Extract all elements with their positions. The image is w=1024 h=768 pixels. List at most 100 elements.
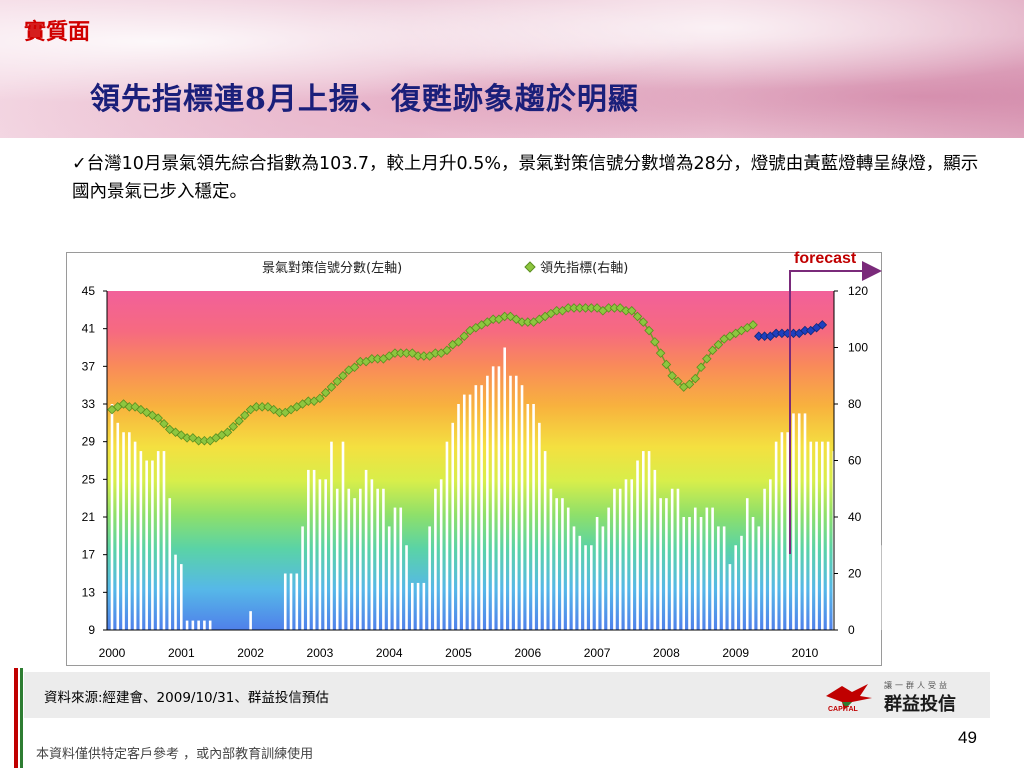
bar bbox=[359, 488, 362, 630]
bar bbox=[965, 554, 968, 630]
bar bbox=[930, 611, 934, 630]
bar bbox=[786, 432, 789, 630]
footer-accent-green bbox=[20, 668, 23, 768]
bar bbox=[867, 441, 870, 630]
bar bbox=[486, 375, 489, 630]
left-tick-label: 45 bbox=[82, 284, 96, 298]
bar bbox=[682, 517, 686, 630]
bar bbox=[387, 526, 391, 630]
line-point bbox=[684, 379, 695, 389]
forecast-label: forecast bbox=[794, 250, 857, 267]
bar bbox=[474, 385, 478, 630]
legend-line-series: 領先指標(右軸) bbox=[524, 257, 628, 276]
line-point bbox=[349, 362, 360, 373]
bar bbox=[757, 526, 761, 630]
line-point bbox=[453, 337, 464, 347]
line-point bbox=[632, 311, 643, 322]
bar bbox=[844, 469, 847, 630]
forecast-point bbox=[817, 320, 828, 330]
bar bbox=[162, 451, 166, 630]
bar bbox=[659, 498, 662, 630]
bar bbox=[618, 488, 622, 630]
x-tick-label: 2010 bbox=[792, 646, 819, 660]
line-point bbox=[234, 416, 244, 426]
line-point bbox=[320, 387, 331, 398]
bar bbox=[769, 479, 772, 630]
logo-caption: CAPITAL bbox=[828, 706, 858, 713]
bar bbox=[1005, 451, 1009, 630]
bar bbox=[901, 601, 905, 630]
line-point bbox=[713, 339, 724, 350]
header-banner bbox=[0, 0, 1024, 138]
bar bbox=[156, 451, 160, 630]
bar bbox=[139, 451, 143, 630]
bar bbox=[526, 404, 530, 630]
bar bbox=[503, 347, 506, 630]
line-point bbox=[650, 337, 660, 347]
bar bbox=[578, 535, 582, 630]
source-text: 資料來源:經建會、2009/10/31、群益投信預估 bbox=[44, 690, 329, 706]
bar bbox=[705, 507, 709, 630]
bar bbox=[838, 460, 841, 630]
right-tick-label: 40 bbox=[848, 510, 862, 524]
x-axis: 2000 2001 2002 2003 2004 2005 2006 2007 2008 2009… bbox=[99, 629, 834, 660]
left-tick-label: 29 bbox=[82, 435, 96, 449]
bar bbox=[815, 441, 818, 630]
bar bbox=[647, 451, 651, 630]
bar bbox=[642, 451, 645, 630]
bar bbox=[110, 404, 114, 630]
bar bbox=[480, 385, 483, 630]
bar bbox=[821, 441, 824, 630]
bar bbox=[676, 488, 680, 630]
bar bbox=[289, 573, 293, 630]
bar bbox=[376, 488, 379, 630]
bar bbox=[457, 404, 460, 630]
bar bbox=[878, 545, 882, 630]
left-tick-label: 33 bbox=[82, 397, 96, 411]
page-title: 領先指標連8月上揚、復甦跡象趨於明顯 bbox=[90, 82, 639, 117]
bar bbox=[809, 441, 813, 630]
legend-line-label: 領先指標(右軸) bbox=[540, 261, 629, 276]
line-point bbox=[240, 410, 250, 421]
bar bbox=[538, 422, 541, 630]
line-point bbox=[673, 376, 683, 387]
bar bbox=[185, 620, 189, 630]
bar bbox=[613, 488, 616, 630]
bar bbox=[797, 413, 801, 630]
bar bbox=[1000, 451, 1003, 630]
bar bbox=[468, 394, 472, 630]
bar bbox=[249, 611, 252, 630]
bar bbox=[745, 498, 749, 630]
line-point bbox=[442, 345, 452, 356]
legend-bar-series: 景氣對策信號分數(左軸) bbox=[262, 261, 403, 276]
bar bbox=[445, 441, 449, 630]
bar bbox=[780, 432, 784, 630]
bar bbox=[451, 422, 455, 630]
bullet-point: ✓台灣10月景氣領先綜合指數為103.7，較上月升0.5%，景氣對策信號分數增為… bbox=[72, 150, 992, 206]
left-tick-label: 25 bbox=[82, 472, 96, 486]
line-point bbox=[748, 320, 758, 330]
bar bbox=[590, 545, 593, 630]
bar bbox=[561, 498, 564, 630]
bar bbox=[665, 498, 668, 630]
bar bbox=[907, 601, 911, 630]
bar bbox=[948, 611, 951, 630]
bar bbox=[792, 413, 795, 630]
bar bbox=[1017, 460, 1020, 630]
line-point bbox=[459, 331, 470, 341]
bar bbox=[896, 554, 899, 630]
line-point bbox=[228, 421, 239, 432]
bar bbox=[116, 422, 120, 630]
line-point bbox=[505, 311, 516, 322]
bar bbox=[191, 620, 195, 630]
bar bbox=[873, 526, 876, 630]
line-point bbox=[592, 303, 602, 313]
right-tick-label: 20 bbox=[848, 567, 862, 581]
x-tick-label: 2002 bbox=[237, 646, 264, 660]
bar bbox=[393, 507, 397, 630]
eagle-logo-icon bbox=[826, 684, 872, 710]
bar bbox=[422, 582, 426, 630]
left-tick-label: 21 bbox=[82, 510, 96, 524]
bar bbox=[624, 479, 628, 630]
